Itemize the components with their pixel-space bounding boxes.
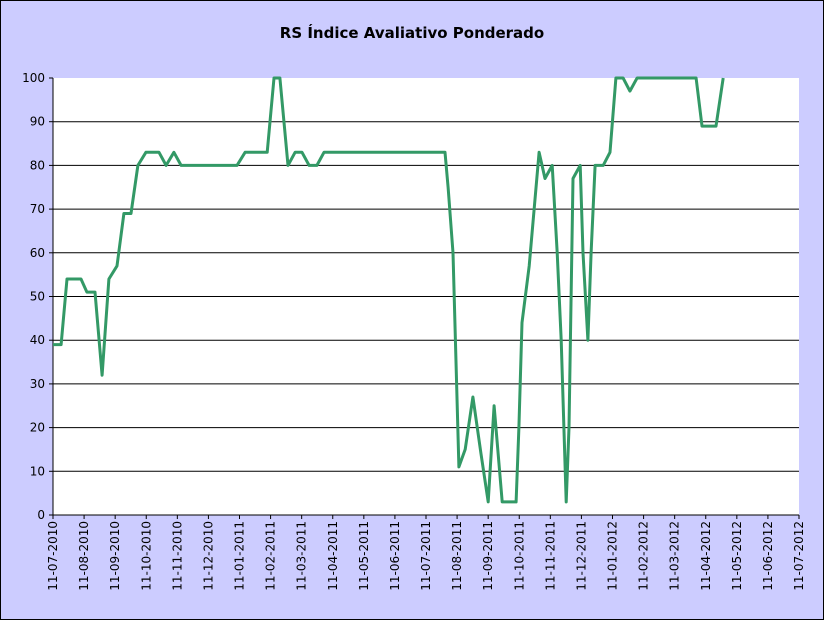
x-tick-label: 11-05-2012 — [730, 521, 744, 591]
y-tick-label: 0 — [37, 508, 45, 522]
y-tick-label: 90 — [30, 115, 45, 129]
y-tick-label: 20 — [30, 421, 45, 435]
x-tick-label: 11-03-2012 — [668, 521, 682, 591]
x-tick-label: 11-11-2011 — [543, 521, 557, 591]
x-tick-label: 11-02-2012 — [637, 521, 651, 591]
x-tick-label: 11-11-2010 — [170, 521, 184, 591]
y-tick-label: 70 — [30, 202, 45, 216]
x-tick-label: 11-08-2011 — [450, 521, 464, 591]
series-line — [53, 76, 725, 504]
x-tick-label: 11-12-2011 — [574, 521, 588, 591]
x-tick-label: 11-09-2010 — [108, 521, 122, 591]
y-tick-label: 40 — [30, 333, 45, 347]
x-tick-label: 11-05-2011 — [357, 521, 371, 591]
y-tick-label: 60 — [30, 246, 45, 260]
x-tick-label: 11-07-2010 — [46, 521, 60, 591]
x-tick-label: 11-04-2011 — [326, 521, 340, 591]
y-tick-label: 30 — [30, 377, 45, 391]
y-tick-label: 100 — [22, 71, 45, 85]
x-tick-label: 11-03-2011 — [295, 521, 309, 591]
chart-title: RS Índice Avaliativo Ponderado — [280, 23, 544, 42]
x-tick-label: 11-09-2011 — [481, 521, 495, 591]
x-tick-label: 11-02-2011 — [264, 521, 278, 591]
y-tick-label: 10 — [30, 464, 45, 478]
x-tick-label: 11-04-2012 — [699, 521, 713, 591]
x-tick-label: 11-01-2012 — [606, 521, 620, 591]
y-tick-label: 50 — [30, 290, 45, 304]
x-tick-label: 11-07-2011 — [419, 521, 433, 591]
x-tick-label: 11-01-2011 — [233, 521, 247, 591]
x-tick-label: 11-06-2011 — [388, 521, 402, 591]
y-tick-label: 80 — [30, 158, 45, 172]
x-tick-label: 11-06-2012 — [761, 521, 775, 591]
x-tick-label: 11-07-2012 — [792, 521, 806, 591]
x-tick-label: 11-10-2010 — [139, 521, 153, 591]
x-tick-label: 11-10-2011 — [512, 521, 526, 591]
x-tick-label: 11-08-2010 — [77, 521, 91, 591]
x-tick-label: 11-12-2010 — [201, 521, 215, 591]
